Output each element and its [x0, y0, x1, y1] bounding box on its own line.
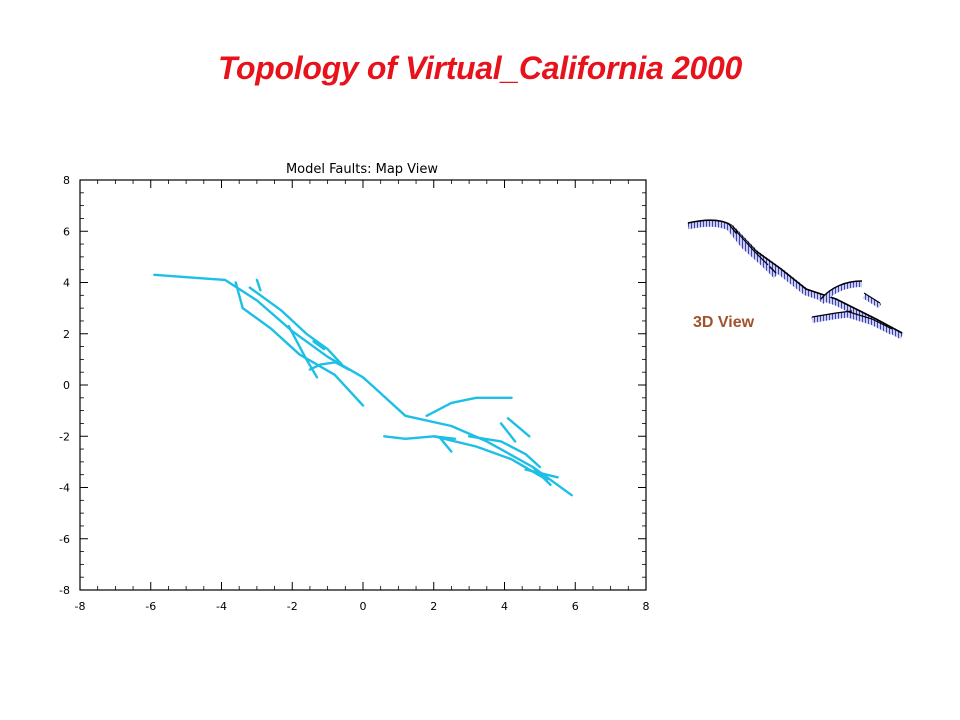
x-tick-label: -2 [287, 600, 298, 613]
view-3d-label: 3D View [693, 314, 755, 331]
fault-trace-17 [524, 468, 559, 479]
x-tick-label: 8 [643, 600, 650, 613]
fault-trace-5 [287, 324, 319, 379]
fault-trace-16 [531, 465, 552, 487]
fault-plane-south-2-edge [845, 310, 893, 330]
x-tick-label: -6 [145, 600, 156, 613]
chart-title: Model Faults: Map View [286, 162, 438, 177]
fault-plane-south-3 [862, 293, 882, 309]
fault-plane-branch-2-edge [735, 230, 769, 266]
y-tick-label: 8 [63, 174, 70, 187]
fault-traces [153, 273, 573, 497]
fault-plane-garlock-edge [820, 280, 863, 300]
fault-trace-14 [499, 422, 517, 443]
y-tick-label: -6 [59, 533, 70, 546]
y-tick-label: -2 [59, 430, 70, 443]
fault-plane-garlock [818, 281, 863, 305]
fault-plane-main-top-edge [687, 219, 903, 334]
fault-trace-15 [506, 417, 531, 438]
y-tick-label: 2 [63, 328, 70, 341]
fault-plane-branch-2 [733, 231, 771, 271]
plot-frame [79, 179, 647, 591]
axis-ticks [79, 179, 647, 591]
fault-trace-4 [255, 278, 262, 292]
x-tick-label: 2 [430, 600, 437, 613]
y-tick-label: 0 [63, 379, 70, 392]
fault-trace-2 [234, 281, 365, 407]
x-tick-label: 0 [360, 600, 367, 613]
fault-planes-3d [687, 219, 904, 340]
fault-plane-main [687, 219, 904, 340]
fault-trace-12 [439, 437, 453, 453]
x-tick-label: -4 [216, 600, 227, 613]
fault-trace-1 [153, 273, 573, 497]
y-tick-label: 4 [63, 277, 70, 290]
fault-trace-3 [248, 286, 343, 366]
fault-model-3d-view [687, 219, 904, 340]
fault-plane-south-3-edge [863, 292, 881, 304]
y-tick-label: -8 [59, 584, 70, 597]
fault-trace-6 [312, 340, 326, 351]
x-tick-label: 6 [572, 600, 579, 613]
y-tick-label: -4 [59, 482, 70, 495]
y-tick-labels: -8 -6 -4 -2 0 2 4 6 8 [59, 174, 70, 597]
map-view-chart: Model Faults: Map View -8 -6 -4 -2 0 2 4 6 8 -8-… [59, 162, 650, 613]
fault-plane-south-2 [845, 311, 894, 335]
x-tick-label: 4 [501, 600, 508, 613]
slide-title: Topology of Virtual_California 2000 [217, 50, 743, 86]
fault-trace-8 [308, 360, 340, 371]
y-tick-label: 6 [63, 225, 70, 238]
x-tick-label: -8 [75, 600, 86, 613]
x-tick-labels: -8 -6 -4 -2 0 2 4 6 8 [75, 600, 650, 613]
fault-trace-9 [425, 396, 513, 417]
fault-trace-10 [383, 435, 457, 440]
fault-trace-13 [467, 435, 542, 469]
